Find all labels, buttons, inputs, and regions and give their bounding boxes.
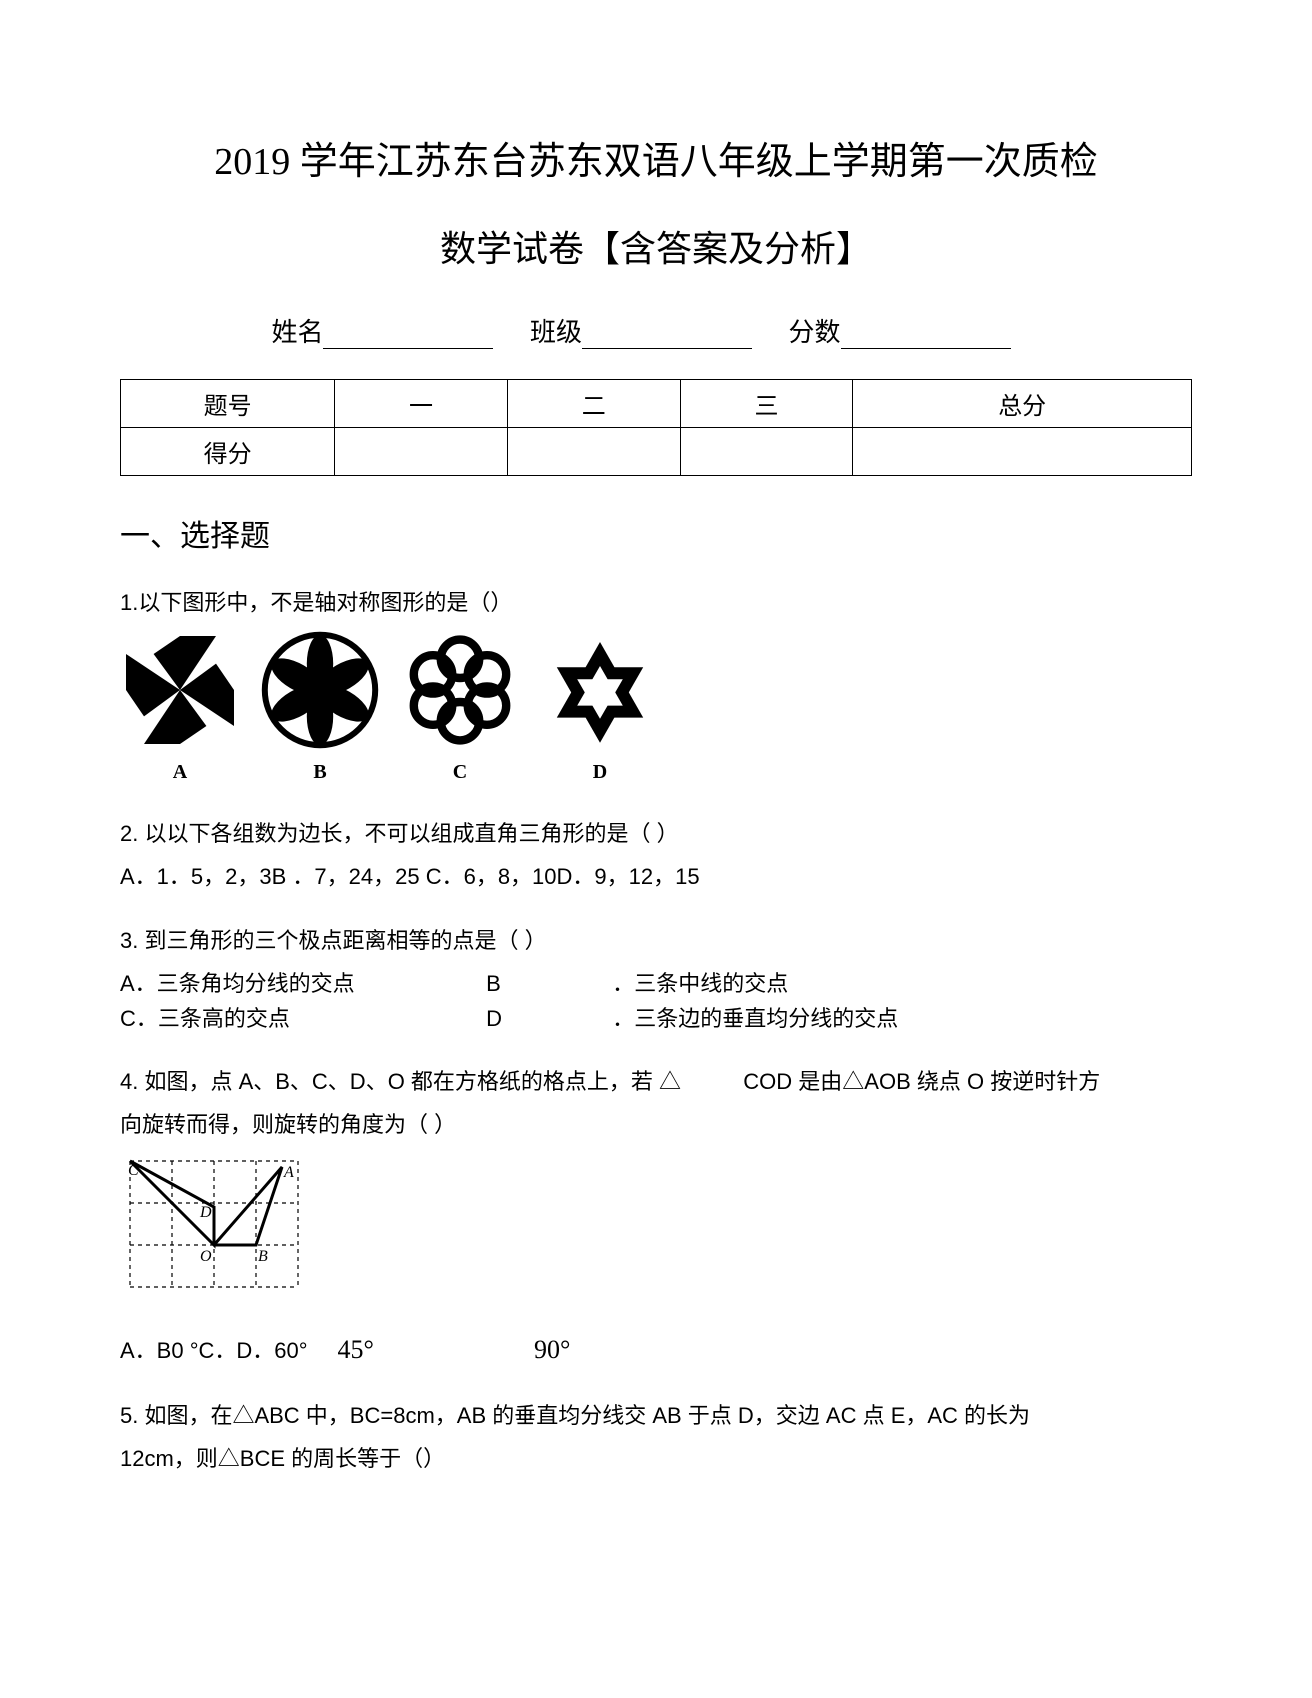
score-table: 题号 一 二 三 总分 得分 <box>120 379 1192 476</box>
svg-text:A: A <box>283 1164 294 1181</box>
table-row: 得分 <box>121 428 1192 476</box>
svg-text:O: O <box>200 1248 212 1265</box>
name-blank <box>323 323 493 349</box>
q1-fig-c: C <box>400 630 520 788</box>
q3-optA: A．三条角均分线的交点 <box>120 966 480 1001</box>
q4-opt90: 90° <box>534 1329 570 1371</box>
th-2: 二 <box>507 380 680 428</box>
flower-circle-icon <box>260 630 380 750</box>
q1-fig-b: B <box>260 630 380 788</box>
q4-text1b: COD 是由△AOB 绕点 O 按逆时针方 <box>743 1069 1100 1094</box>
star-of-david-icon <box>540 630 660 750</box>
class-blank <box>582 323 752 349</box>
q1-label-d: D <box>540 756 660 788</box>
q4-text1: 4. 如图，点 A、B、C、D、O 都在方格纸的格点上，若 △ COD 是由△A… <box>120 1064 1192 1099</box>
q5-text2: 12cm，则△BCE 的周长等于（） <box>120 1441 1192 1476</box>
hex-flower-icon <box>400 630 520 750</box>
th-3: 三 <box>680 380 853 428</box>
q4-opt45: 45° <box>338 1329 374 1371</box>
score-label: 分数 <box>789 318 841 347</box>
main-title: 2019 学年江苏东台苏东双语八年级上学期第一次质检 <box>120 130 1192 185</box>
td-blank <box>335 428 508 476</box>
td-score-label: 得分 <box>121 428 335 476</box>
q3-optD: D <box>486 1001 606 1036</box>
question-4: 4. 如图，点 A、B、C、D、O 都在方格纸的格点上，若 △ COD 是由△A… <box>120 1064 1192 1370</box>
td-blank <box>680 428 853 476</box>
td-blank <box>507 428 680 476</box>
q2-options: A．1．5，2，3B ．7，24，25 C．6，8，10D．9，12，15 <box>120 859 1192 894</box>
q4-options: A．B0 °C．D．60° 45° 90° <box>120 1329 1192 1371</box>
th-num: 题号 <box>121 380 335 428</box>
svg-text:C: C <box>128 1162 139 1179</box>
q2-text: 2. 以以下各组数为边长，不可以组成直角三角形的是（ ） <box>120 816 1192 851</box>
td-blank <box>853 428 1192 476</box>
question-2: 2. 以以下各组数为边长，不可以组成直角三角形的是（ ） A．1．5，2，3B … <box>120 816 1192 894</box>
q4-text2: 向旋转而得，则旋转的角度为（ ） <box>120 1107 1192 1142</box>
question-5: 5. 如图，在△ABC 中，BC=8cm，AB 的垂直均分线交 AB 于点 D，… <box>120 1398 1192 1476</box>
q3-optB: B <box>486 966 606 1001</box>
question-1: 1.以下图形中，不是轴对称图形的是（） <box>120 585 1192 788</box>
q3-text: 3. 到三角形的三个极点距离相等的点是（ ） <box>120 923 1192 958</box>
score-blank <box>841 323 1011 349</box>
q1-label-c: C <box>400 756 520 788</box>
question-3: 3. 到三角形的三个极点距离相等的点是（ ） A．三条角均分线的交点 B ．三条… <box>120 923 1192 1037</box>
q3-optB2: ．三条中线的交点 <box>612 971 788 996</box>
q4-figure: C D A O B <box>120 1151 1192 1321</box>
q3-optC: C．三条高的交点 <box>120 1001 480 1036</box>
th-total: 总分 <box>853 380 1192 428</box>
q1-fig-d: D <box>540 630 660 788</box>
q1-label-a: A <box>120 756 240 788</box>
svg-text:D: D <box>199 1204 212 1221</box>
q3-row2: C．三条高的交点 D ．三条边的垂直均分线的交点 <box>120 1001 1192 1036</box>
svg-text:B: B <box>258 1248 268 1265</box>
q1-fig-a: A <box>120 630 240 788</box>
sub-title: 数学试卷【含答案及分析】 <box>120 220 1192 272</box>
q3-optD2: ．三条边的垂直均分线的交点 <box>612 1006 898 1031</box>
grid-rotation-icon: C D A O B <box>120 1151 320 1311</box>
q1-label-b: B <box>260 756 380 788</box>
q5-text1: 5. 如图，在△ABC 中，BC=8cm，AB 的垂直均分线交 AB 于点 D，… <box>120 1398 1192 1433</box>
name-class-score-row: 姓名 班级 分数 <box>120 312 1192 349</box>
q4-optA: A．B0 °C．D．60° <box>120 1333 308 1368</box>
q1-figures: A B <box>120 630 1192 788</box>
q4-text1a: 4. 如图，点 A、B、C、D、O 都在方格纸的格点上，若 △ <box>120 1069 681 1094</box>
class-label: 班级 <box>530 318 582 347</box>
section-1-header: 一、选择题 <box>120 511 1192 555</box>
th-1: 一 <box>335 380 508 428</box>
name-label: 姓名 <box>271 318 323 347</box>
q1-text: 1.以下图形中，不是轴对称图形的是（） <box>120 585 1192 620</box>
pinwheel-icon <box>120 630 240 750</box>
table-row: 题号 一 二 三 总分 <box>121 380 1192 428</box>
q3-row1: A．三条角均分线的交点 B ．三条中线的交点 <box>120 966 1192 1001</box>
